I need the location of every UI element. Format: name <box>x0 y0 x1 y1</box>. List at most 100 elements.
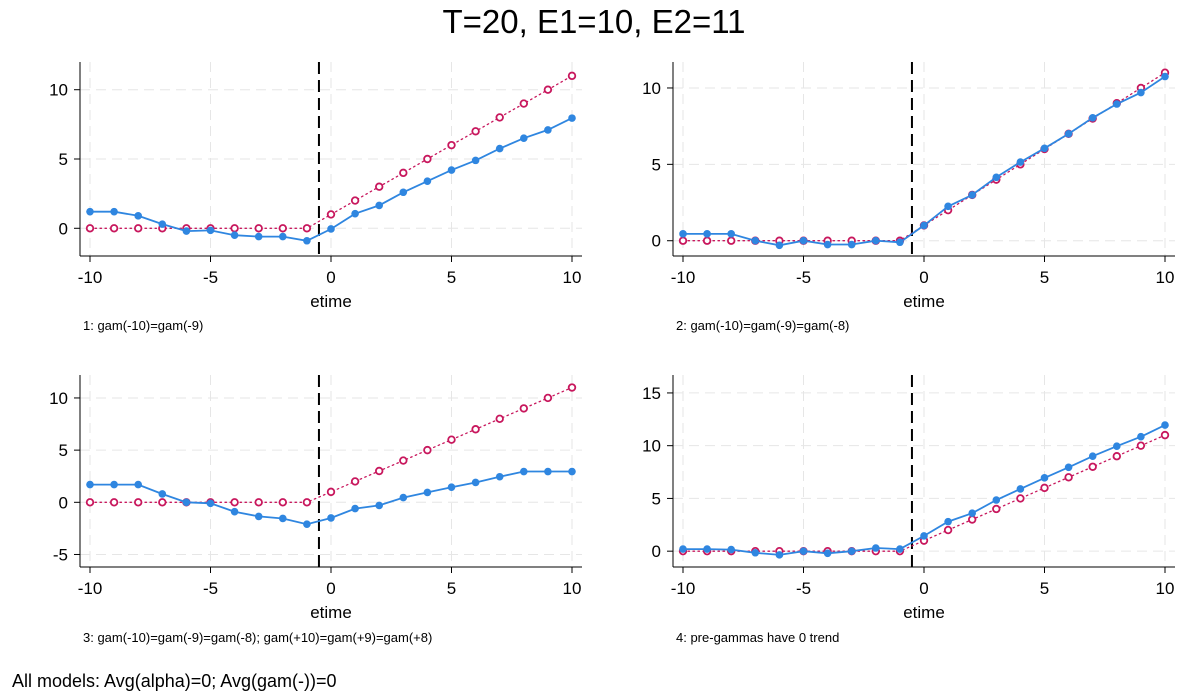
estimate-point <box>520 134 528 143</box>
x-tick-label: -5 <box>796 268 811 287</box>
x-tick-label: -10 <box>671 579 696 598</box>
truth-point <box>471 127 480 136</box>
x-tick-label: -5 <box>203 579 218 598</box>
truth-series-line <box>89 386 573 503</box>
truth-point <box>543 85 553 94</box>
estimate-point <box>823 549 832 558</box>
estimate-point <box>423 177 432 185</box>
estimate-point <box>896 238 904 247</box>
estimate-point <box>375 201 384 210</box>
truth-point <box>158 498 167 507</box>
estimate-point <box>727 545 735 554</box>
truth-point <box>133 224 143 233</box>
truth-point <box>968 515 977 524</box>
estimate-point <box>727 230 735 238</box>
truth-point <box>85 224 95 233</box>
truth-point <box>678 236 688 245</box>
estimate-point <box>375 501 384 510</box>
y-tick-label: 5 <box>652 489 661 508</box>
estimate-point <box>775 241 784 250</box>
panel-note: 2: gam(-10)=gam(-9)=gam(-8) <box>676 318 849 333</box>
estimate-point <box>1137 88 1145 97</box>
truth-point <box>1112 452 1121 461</box>
panel-note: 3: gam(-10)=gam(-9)=gam(-8); gam(+10)=ga… <box>83 630 432 645</box>
x-tick-label: 0 <box>919 268 928 287</box>
x-tick-label: 0 <box>326 268 335 287</box>
estimate-point <box>679 230 687 238</box>
estimate-point <box>751 236 760 245</box>
estimate-point <box>86 480 94 489</box>
x-tick-label: 10 <box>563 268 582 287</box>
estimate-point <box>703 545 711 553</box>
estimate-point <box>896 545 904 553</box>
estimate-point <box>799 547 808 555</box>
estimate-point <box>1088 452 1097 461</box>
truth-point <box>230 498 239 507</box>
estimate-point <box>447 166 456 174</box>
truth-point <box>326 487 336 497</box>
y-tick-label: 0 <box>59 219 68 238</box>
truth-point <box>302 224 312 233</box>
estimate-point <box>254 512 263 521</box>
truth-point <box>702 236 712 245</box>
truth-point <box>471 425 480 434</box>
estimate-point <box>1016 158 1025 166</box>
x-axis-title: etime <box>903 603 945 622</box>
truth-point <box>543 393 553 403</box>
truth-point <box>519 404 528 413</box>
estimate-point <box>471 478 480 487</box>
estimate-point <box>1161 72 1169 81</box>
estimate-point <box>327 225 335 233</box>
estimate-point <box>751 548 760 557</box>
truth-point <box>447 435 456 444</box>
truth-point <box>495 414 504 424</box>
truth-point <box>85 498 95 507</box>
estimate-point <box>847 547 856 555</box>
estimate-point <box>303 236 311 245</box>
y-tick-label: 0 <box>652 232 661 251</box>
estimate-point <box>423 488 432 497</box>
truth-point <box>495 113 504 122</box>
truth-point <box>1136 441 1146 450</box>
figure-title: T=20, E1=10, E2=11 <box>442 3 746 40</box>
x-axis-title: etime <box>310 603 352 622</box>
estimate-point <box>327 514 335 522</box>
panel-4: -10 -5 0 5 10 0 5 10 15 etime 4: pre-gammas have 0… <box>642 375 1175 645</box>
estimate-point <box>206 499 215 508</box>
truth-point <box>230 224 239 233</box>
estimate-point <box>823 240 832 249</box>
truth-point <box>278 224 287 233</box>
estimate-point <box>303 520 311 529</box>
estimate-point <box>110 480 118 489</box>
truth-point <box>254 224 263 233</box>
estimate-point <box>134 480 142 489</box>
truth-point <box>727 236 736 245</box>
truth-point <box>375 466 384 476</box>
estimate-point <box>351 504 359 513</box>
estimate-point <box>279 514 287 523</box>
estimate-point <box>230 507 239 516</box>
truth-point <box>399 168 408 178</box>
estimate-point <box>230 231 239 240</box>
x-tick-label: 0 <box>919 579 928 598</box>
x-tick-label: 5 <box>1040 268 1049 287</box>
estimate-point <box>134 212 142 220</box>
figure-footnote: All models: Avg(alpha)=0; Avg(gam(-))=0 <box>12 671 337 691</box>
estimate-point <box>471 156 480 165</box>
x-tick-label: 5 <box>447 579 456 598</box>
estimate-point <box>1040 144 1049 153</box>
estimate-point <box>182 498 191 507</box>
estimate-point <box>944 202 952 211</box>
estimate-point <box>703 230 711 238</box>
panel-note: 4: pre-gammas have 0 trend <box>676 630 839 645</box>
estimate-point <box>158 220 167 228</box>
estimate-point <box>544 467 552 476</box>
truth-point <box>109 498 119 507</box>
estimate-point <box>1113 100 1121 108</box>
y-tick-label: 5 <box>59 150 68 169</box>
truth-point <box>1016 494 1025 503</box>
x-tick-label: 10 <box>1156 268 1175 287</box>
estimate-point <box>110 207 118 216</box>
truth-point <box>278 498 287 507</box>
